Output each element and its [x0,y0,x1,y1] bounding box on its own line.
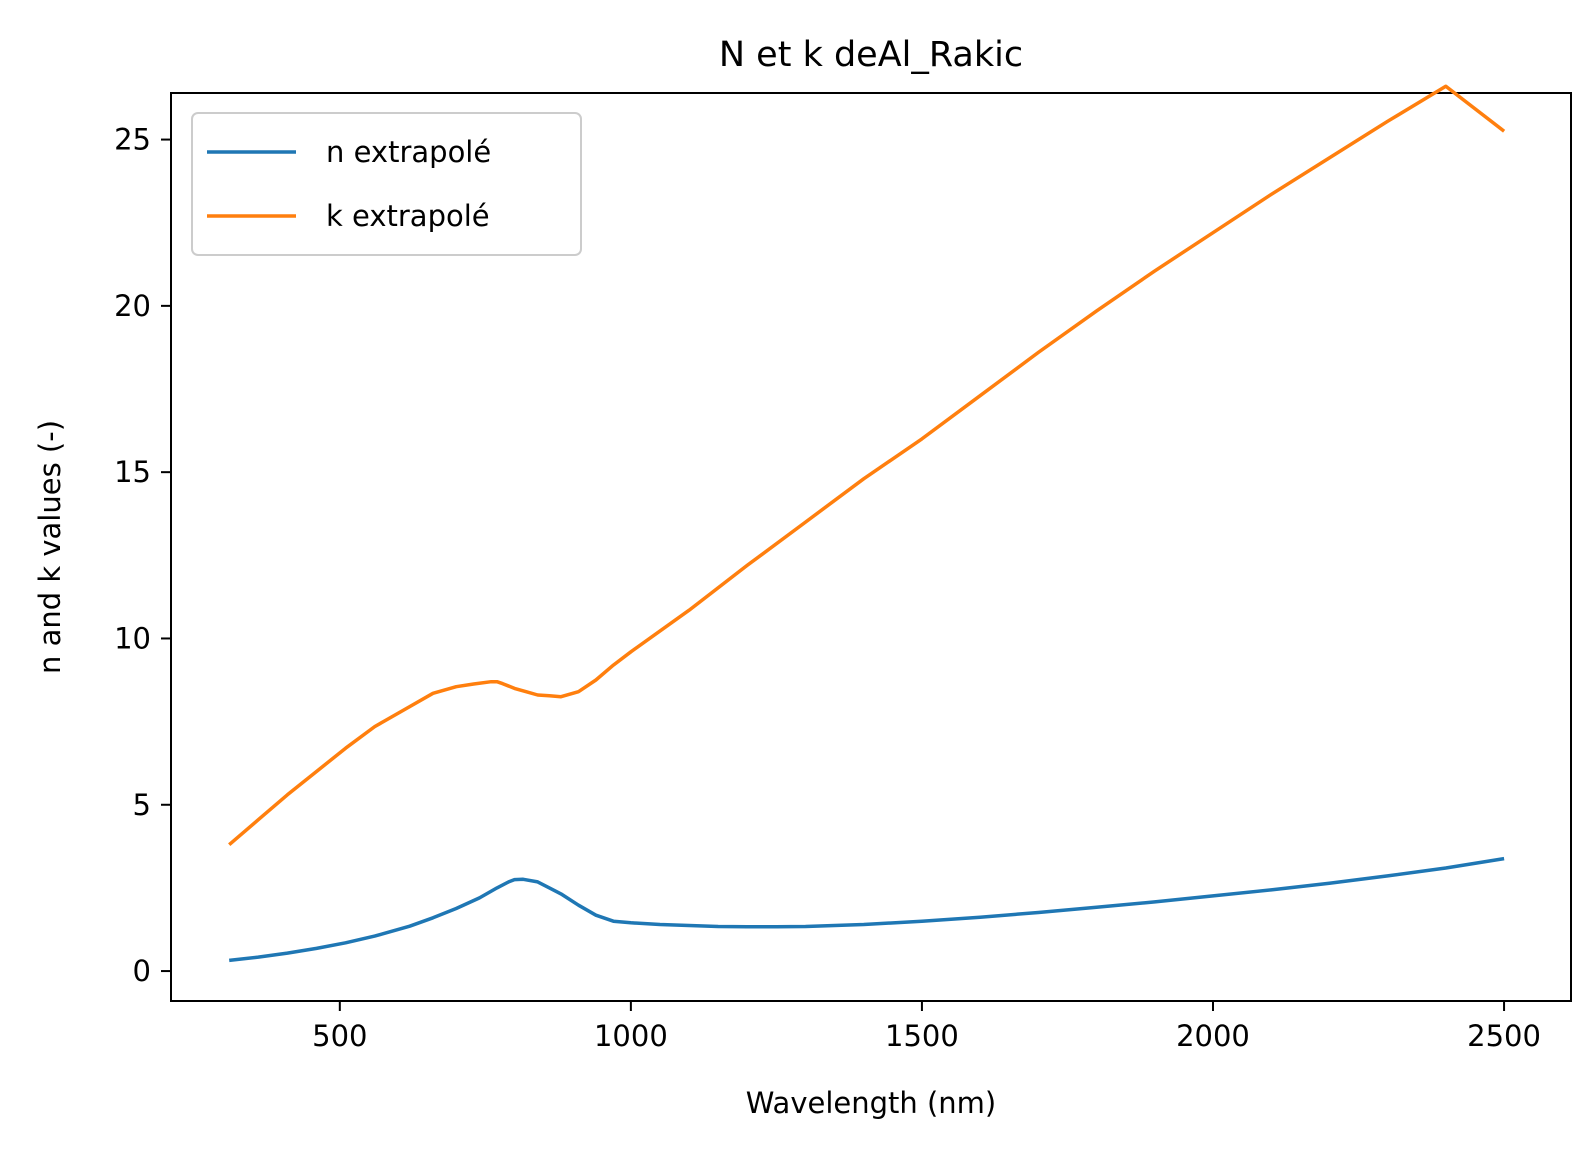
legend-label-k-extrapole: k extrapolé [326,199,490,233]
y-tick-label: 10 [114,621,151,655]
legend: n extrapolé k extrapolé [191,112,582,256]
series-line-k-extrapole [228,84,1506,847]
x-tick-label: 1000 [594,1019,668,1053]
plot-area-frame [170,92,1572,1002]
x-tick-label: 1500 [885,1019,959,1053]
legend-label-n-extrapole: n extrapolé [326,135,491,169]
x-tick-label: 2500 [1467,1019,1541,1053]
series-layer [228,84,1506,963]
chart-title: N et k deAl_Rakic [719,35,1023,75]
y-tick-label: 20 [114,289,151,323]
x-axis-label: Wavelength (nm) [746,1086,997,1120]
y-tick-label: 5 [133,788,151,822]
x-tick-label: 2000 [1176,1019,1250,1053]
y-tick-label: 0 [133,954,151,988]
y-tick-label: 15 [114,455,151,489]
ticks-layer: 500 1000 1500 2000 2500 0 5 10 15 20 25 [114,123,1541,1053]
legend-box [191,112,582,256]
y-axis-label: n and k values (-) [33,420,67,674]
series-line-n-extrapole [229,856,1505,963]
x-tick-label: 500 [312,1019,367,1053]
y-tick-label: 25 [114,123,151,157]
